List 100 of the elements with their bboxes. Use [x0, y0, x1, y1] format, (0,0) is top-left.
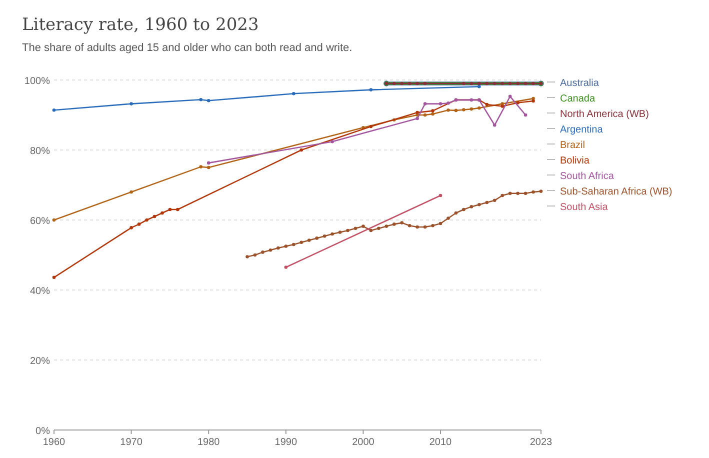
- point: [338, 230, 342, 234]
- x-tick-label: 2000: [352, 437, 375, 448]
- point: [307, 238, 311, 242]
- point: [446, 216, 450, 220]
- point: [470, 82, 474, 86]
- point: [485, 200, 489, 204]
- point: [431, 112, 434, 116]
- point: [532, 99, 535, 103]
- point: [478, 106, 481, 110]
- point: [416, 225, 419, 229]
- point: [446, 108, 450, 112]
- x-tick-label: 2023: [530, 437, 553, 448]
- point: [516, 101, 520, 104]
- point: [500, 104, 504, 108]
- point: [292, 92, 296, 96]
- point: [462, 108, 466, 112]
- point: [130, 190, 133, 194]
- point: [423, 113, 427, 117]
- text: South Africa: [560, 171, 614, 182]
- chart-title: Literacy rate, 1960 to 2023: [22, 15, 259, 35]
- point: [508, 192, 512, 196]
- y-tick-label: 100%: [24, 76, 50, 87]
- point: [408, 82, 412, 86]
- point: [492, 82, 496, 86]
- point: [454, 211, 458, 215]
- point: [524, 192, 528, 196]
- point: [454, 108, 458, 112]
- point: [508, 82, 512, 86]
- point: [478, 202, 481, 206]
- point: [300, 240, 304, 244]
- point: [284, 266, 288, 269]
- point: [423, 102, 427, 106]
- x-tick-label: 1970: [120, 437, 143, 448]
- y-tick-label: 60%: [30, 216, 50, 227]
- point: [292, 242, 296, 246]
- x-tick-label: 1960: [42, 437, 66, 448]
- point: [462, 82, 466, 86]
- point: [322, 234, 326, 238]
- text: North America (WB): [560, 109, 649, 120]
- point: [330, 232, 334, 236]
- point: [416, 110, 419, 114]
- point: [369, 228, 373, 232]
- point: [516, 82, 520, 86]
- point: [485, 82, 489, 86]
- point: [369, 124, 373, 128]
- point: [446, 101, 450, 105]
- point: [485, 102, 489, 106]
- point: [532, 96, 535, 100]
- point: [462, 208, 466, 212]
- point: [346, 228, 350, 232]
- point: [416, 82, 419, 86]
- point: [431, 224, 434, 228]
- point: [168, 208, 172, 212]
- point: [362, 224, 365, 228]
- y-tick-label: 0%: [36, 426, 50, 437]
- point: [400, 82, 404, 86]
- point: [423, 225, 427, 229]
- y-tick-label: 80%: [30, 146, 50, 157]
- text: Brazil: [560, 140, 586, 151]
- point: [438, 222, 442, 226]
- x-tick-label: 2010: [429, 437, 452, 448]
- point: [52, 276, 56, 280]
- point: [206, 166, 210, 170]
- point: [492, 198, 496, 202]
- text: Argentina: [560, 124, 604, 136]
- point: [470, 205, 474, 208]
- point: [470, 107, 474, 111]
- point: [145, 218, 148, 222]
- point: [416, 116, 419, 120]
- point: [300, 148, 304, 152]
- point: [470, 98, 474, 102]
- chart-subtitle: The share of adults aged 15 and older who can both read and write.: [22, 42, 352, 54]
- point: [532, 190, 535, 194]
- point: [176, 208, 180, 212]
- point: [500, 82, 504, 86]
- point: [524, 82, 528, 86]
- point: [315, 236, 318, 240]
- x-tick-label: 1980: [197, 437, 220, 448]
- text: Bolivia: [560, 156, 590, 166]
- point: [130, 102, 133, 106]
- point: [199, 98, 203, 102]
- point: [539, 190, 543, 193]
- point: [268, 248, 272, 252]
- series-label: Australia: [560, 78, 600, 89]
- point: [377, 226, 380, 230]
- point: [478, 82, 481, 86]
- point: [253, 253, 257, 257]
- point: [438, 102, 442, 106]
- point: [206, 99, 210, 102]
- series-label: Canada: [560, 94, 596, 104]
- point: [160, 211, 164, 215]
- point: [276, 246, 280, 250]
- point: [369, 88, 373, 92]
- point: [284, 244, 288, 248]
- point: [52, 108, 56, 112]
- y-tick-label: 40%: [30, 286, 50, 297]
- point: [246, 255, 249, 258]
- point: [384, 224, 388, 228]
- point: [152, 214, 156, 218]
- point: [500, 194, 504, 198]
